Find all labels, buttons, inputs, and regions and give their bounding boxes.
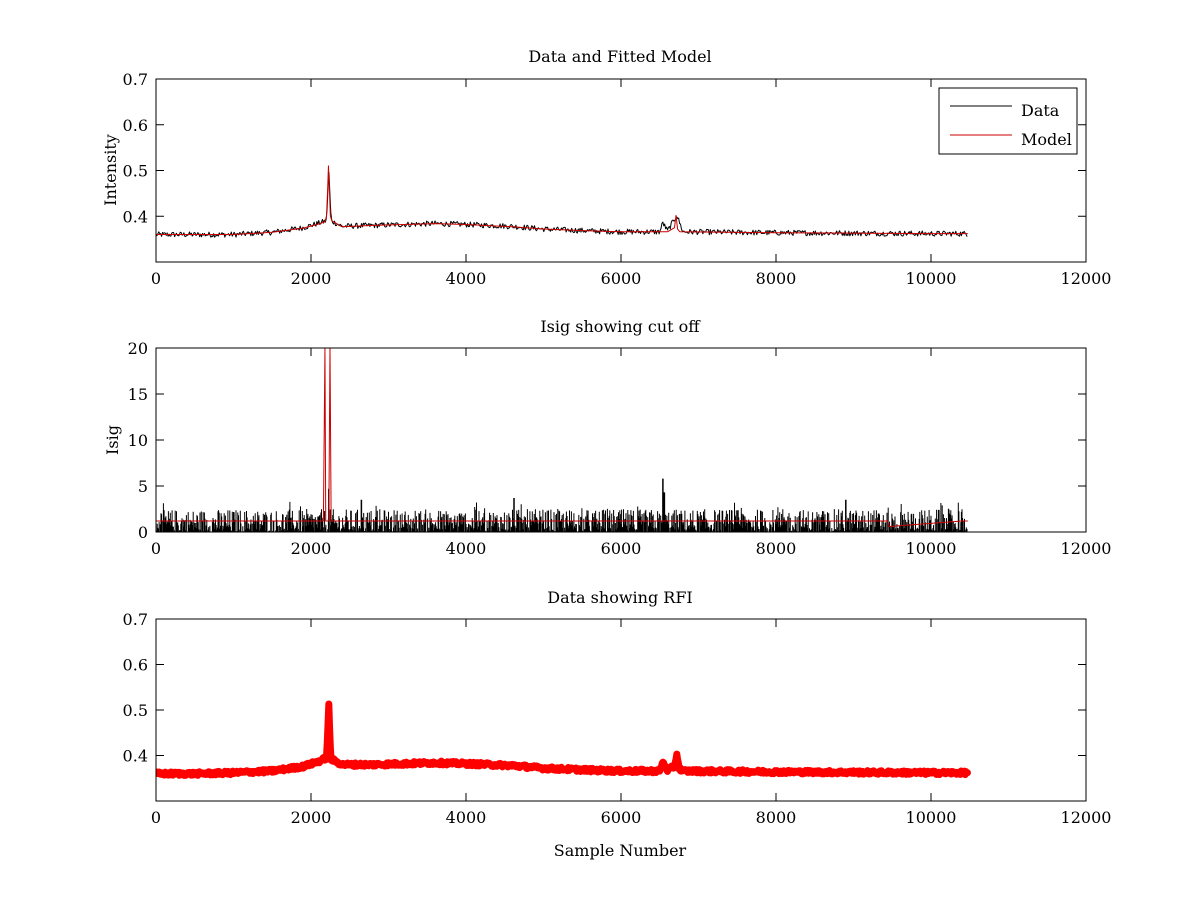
y-tick-label: 10 <box>128 431 148 450</box>
y-tick-label: 0.5 <box>123 701 148 720</box>
x-tick-label: 4000 <box>446 539 487 558</box>
x-tick-label: 6000 <box>601 808 642 827</box>
x-tick-label: 0 <box>151 539 161 558</box>
y-axis-label: Isig <box>103 425 122 455</box>
plot-area: 0 2000 4000 6000 8000 10000 12000 0.4 0.5 0.6 0.7 <box>123 70 1112 288</box>
plot-area: 0 2000 4000 6000 8000 10000 12000 0 5 10 15 20 <box>128 339 1112 558</box>
y-tick-label: 0.7 <box>123 610 148 629</box>
x-tick-label: 8000 <box>756 269 797 288</box>
series-0-line <box>156 700 971 779</box>
series-group <box>156 700 971 779</box>
y-tick-label: 5 <box>138 477 148 496</box>
y-tick-label: 0.6 <box>123 116 148 135</box>
plot-area: 0 2000 4000 6000 8000 10000 12000 0.4 0.5 0.6 0.7 <box>123 610 1112 827</box>
x-tick-label: 0 <box>151 269 161 288</box>
series-1-line <box>156 348 968 527</box>
legend-label-data: Data <box>1021 101 1060 120</box>
y-tick-label: 0.4 <box>123 747 148 766</box>
y-tick-label: 0.6 <box>123 656 148 675</box>
x-tick-label: 6000 <box>601 269 642 288</box>
series-group <box>156 165 968 238</box>
series-model-line <box>156 165 968 236</box>
x-tick-label: 4000 <box>446 269 487 288</box>
x-tick-label: 8000 <box>756 808 797 827</box>
panel-title: Data showing RFI <box>547 588 692 607</box>
x-tick-label: 2000 <box>291 269 332 288</box>
x-tick-label: 2000 <box>291 539 332 558</box>
y-tick-label: 20 <box>128 339 148 358</box>
x-tick-label: 2000 <box>291 808 332 827</box>
y-tick-label: 0.7 <box>123 70 148 89</box>
x-axis-label: Sample Number <box>554 841 687 860</box>
legend-box <box>938 87 1078 155</box>
panel-title: Isig showing cut off <box>540 317 701 336</box>
panel-isig-showing-cut-off: Isig showing cut off Isig 0 2000 4000 6000 8… <box>103 317 1111 558</box>
y-axis-label: Intensity <box>101 134 120 206</box>
x-tick-label: 0 <box>151 808 161 827</box>
y-tick-label: 0.5 <box>123 162 148 181</box>
y-tick-label: 15 <box>128 385 148 404</box>
x-tick-label: 12000 <box>1061 269 1112 288</box>
panel-data-showing-rfi: Data showing RFI Sample Number 0 2000 4000… <box>123 588 1112 860</box>
panel-data-and-fitted-model: Data and Fitted Model Intensity 0 2000 400… <box>101 47 1111 288</box>
legend: Data Model <box>938 87 1078 155</box>
panel-title: Data and Fitted Model <box>528 47 711 66</box>
x-tick-label: 4000 <box>446 808 487 827</box>
x-tick-label: 8000 <box>756 539 797 558</box>
x-tick-label: 12000 <box>1061 539 1112 558</box>
y-tick-label: 0 <box>138 523 148 542</box>
x-tick-label: 10000 <box>906 808 957 827</box>
x-tick-label: 10000 <box>906 539 957 558</box>
x-tick-label: 6000 <box>601 539 642 558</box>
x-tick-label: 10000 <box>906 269 957 288</box>
y-tick-label: 0.4 <box>123 207 148 226</box>
legend-label-model: Model <box>1021 130 1072 149</box>
x-tick-label: 12000 <box>1061 808 1112 827</box>
